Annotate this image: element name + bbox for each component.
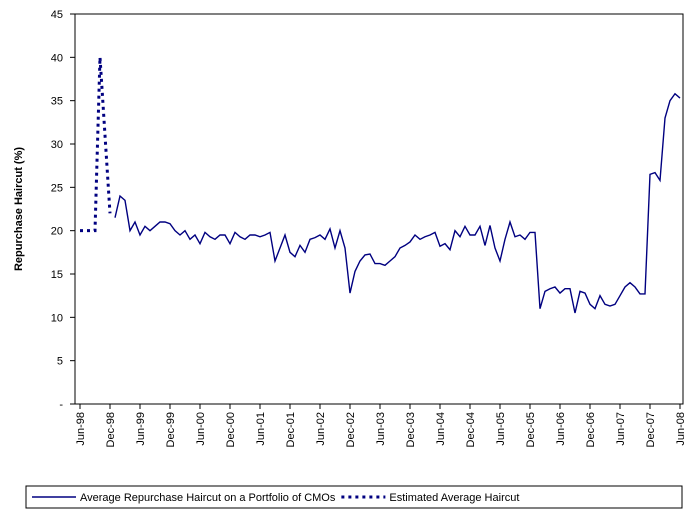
x-tick-label: Jun-07: [615, 412, 627, 446]
y-tick-label: 5: [57, 356, 63, 368]
x-tick-label: Dec-04: [465, 412, 477, 447]
x-tick-label: Dec-00: [225, 412, 237, 447]
x-tick-label: Jun-00: [195, 412, 207, 446]
y-tick-label: 35: [51, 96, 63, 108]
x-tick-label: Jun-05: [495, 412, 507, 446]
y-tick-label: 15: [51, 269, 63, 281]
legend-label: Estimated Average Haircut: [389, 492, 519, 504]
y-tick-label: 10: [51, 312, 63, 324]
x-tick-label: Jun-02: [315, 412, 327, 446]
x-tick-label: Jun-06: [555, 412, 567, 446]
y-tick-label: 25: [51, 182, 63, 194]
series-line: [114, 92, 681, 314]
legend-box: [25, 485, 683, 509]
x-tick-label: Dec-05: [525, 412, 537, 447]
x-tick-label: Dec-03: [405, 412, 417, 447]
x-tick-label: Jun-99: [135, 412, 147, 446]
y-tick-label: 30: [51, 139, 63, 151]
x-tick-label: Jun-08: [675, 412, 684, 446]
x-tick-label: Dec-07: [645, 412, 657, 447]
x-tick-label: Dec-01: [285, 412, 297, 447]
y-axis-label: Repurchase Haircut (%): [13, 147, 25, 271]
y-tick-label: 20: [51, 226, 63, 238]
plot-area: [74, 13, 684, 405]
legend-label: Average Repurchase Haircut on a Portfoli…: [80, 492, 336, 504]
x-tick-label: Dec-02: [345, 412, 357, 447]
x-tick-label: Dec-06: [585, 412, 597, 447]
x-tick-label: Jun-01: [255, 412, 267, 446]
x-tick-label: Jun-04: [435, 412, 447, 446]
series-line: [80, 57, 112, 233]
x-tick-label: Jun-98: [75, 412, 87, 446]
x-tick-label: Dec-98: [105, 412, 117, 447]
x-tick-label: Dec-99: [165, 412, 177, 447]
y-tick-label: 45: [51, 9, 63, 21]
x-tick-label: Jun-03: [375, 412, 387, 446]
y-tick-label: 40: [51, 52, 63, 64]
y-tick-label: -: [59, 399, 63, 411]
